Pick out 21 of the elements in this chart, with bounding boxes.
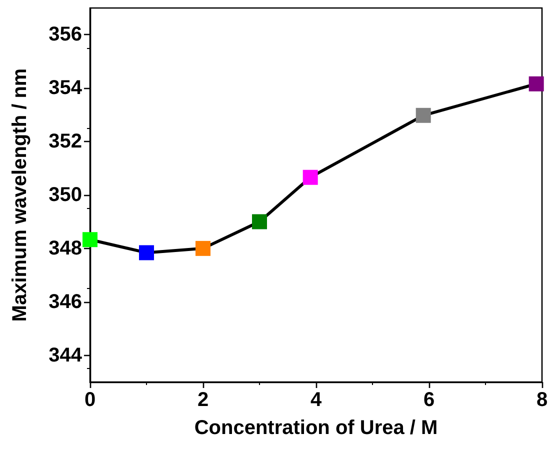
- point: [139, 245, 154, 260]
- y-tick-label: 350: [48, 184, 82, 206]
- x-tick-label: 2: [197, 389, 209, 411]
- point: [252, 214, 267, 230]
- y-tick-label: 352: [48, 130, 82, 153]
- y-tick-label: 344: [48, 344, 83, 366]
- point: [196, 240, 210, 256]
- y-tick-label: 354: [48, 77, 83, 100]
- x-axis-title: Concentration of Urea / M: [194, 417, 438, 439]
- x-tick-label: 4: [310, 389, 322, 411]
- x-tick-label: 0: [84, 389, 96, 411]
- y-tick-label: 346: [48, 290, 82, 313]
- point: [416, 108, 431, 123]
- y-tick-label: 348: [48, 237, 82, 260]
- point: [528, 76, 544, 92]
- point: [82, 232, 98, 248]
- y-axis-title: Maximum wavelength / nm: [9, 68, 31, 322]
- point: [302, 170, 318, 185]
- x-tick-label: 6: [423, 389, 435, 411]
- x-tick-label: 8: [536, 389, 548, 411]
- y-tick-label: 356: [48, 24, 82, 46]
